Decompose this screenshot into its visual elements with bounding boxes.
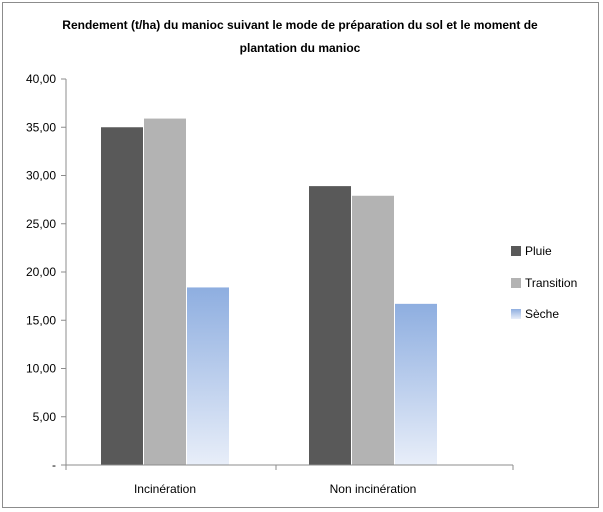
- bar-1-2: [309, 186, 351, 466]
- legend-swatch: [511, 278, 521, 288]
- bar-3-1: [187, 287, 229, 465]
- y-tick-label: 30,00: [26, 169, 56, 183]
- y-tick-label: 40,00: [26, 72, 56, 86]
- x-category-label: Non incinération: [330, 482, 417, 496]
- bar-3-2: [395, 303, 437, 465]
- legend-label: Sèche: [525, 307, 559, 321]
- legend-swatch: [511, 309, 521, 319]
- y-tick-label: 25,00: [26, 217, 56, 231]
- legend: Pluie Transition Sèche: [511, 244, 577, 321]
- y-tick-label: 5,00: [33, 410, 57, 424]
- y-tick-label: 35,00: [26, 120, 56, 134]
- legend-swatch: [511, 246, 521, 256]
- y-tick-label: -: [52, 458, 56, 472]
- bar-2-2: [352, 195, 394, 465]
- chart-title-line-2: plantation du manioc: [239, 41, 361, 55]
- chart-title-line-1: Rendement (t/ha) du manioc suivant le mo…: [62, 18, 538, 32]
- plot-area: - 5,00 10,00 15,00 20,00 25,00 30,00 35,00 40,00…: [26, 72, 514, 496]
- x-category-label: Incinération: [134, 482, 196, 496]
- y-tick-label: 10,00: [26, 362, 56, 376]
- bar-1-1: [101, 127, 143, 465]
- chart-title: Rendement (t/ha) du manioc suivant le mo…: [40, 14, 560, 60]
- legend-label: Transition: [525, 276, 577, 290]
- y-tick-label: 20,00: [26, 265, 56, 279]
- legend-label: Pluie: [525, 244, 552, 258]
- bar-2-1: [144, 118, 186, 465]
- y-tick-label: 15,00: [26, 313, 56, 327]
